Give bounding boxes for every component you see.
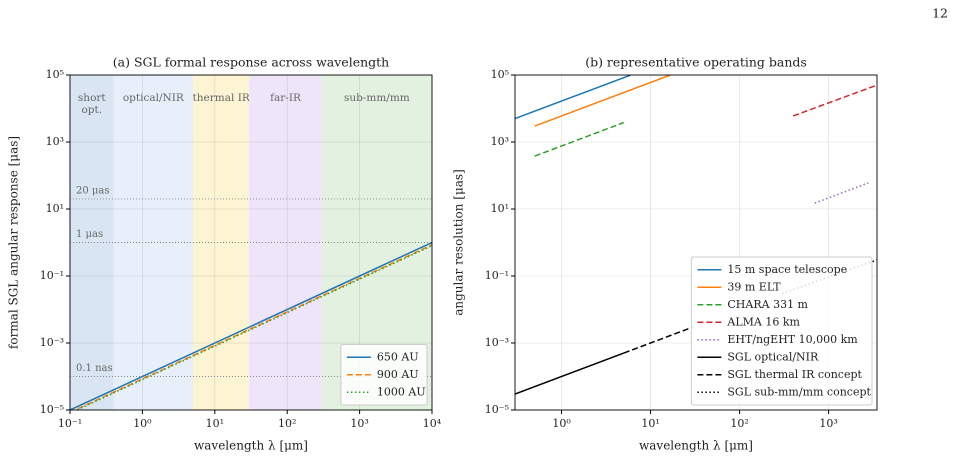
y-tick-label: 10⁻⁵: [40, 403, 64, 416]
series-line: [534, 121, 625, 157]
reference-label: 1 μas: [76, 229, 103, 240]
reference-label: 20 μas: [76, 185, 110, 196]
x-tick-label: 10⁴: [423, 417, 442, 430]
series-line: [73, 244, 432, 410]
band-label: sub-mm/mm: [344, 92, 410, 104]
band: [193, 75, 250, 410]
x-tick-label: 10²: [730, 417, 748, 430]
band-label: thermal IR: [193, 92, 251, 104]
legend-box: [690, 256, 873, 406]
band-label: far-IR: [270, 92, 302, 104]
band-label: optical/NIR: [123, 92, 185, 104]
legend-label: SGL sub-mm/mm concept: [727, 385, 871, 398]
legend-label: ALMA 16 km: [726, 315, 800, 328]
series-line: [792, 84, 877, 117]
plot-frame: [69, 74, 433, 411]
series-line: [534, 75, 671, 127]
plot-frame: [514, 74, 878, 411]
x-tick-label: 10³: [350, 417, 368, 430]
y-tick-label: 10¹: [46, 202, 64, 215]
y-tick-label: 10¹: [491, 202, 509, 215]
x-axis-label: wavelength λ [μm]: [639, 439, 753, 453]
x-axis-label: wavelength λ [μm]: [194, 439, 308, 453]
legend-label: 39 m ELT: [727, 280, 781, 293]
y-tick-label: 10⁵: [46, 68, 64, 81]
y-axis-label: angular resolution [μas]: [452, 169, 466, 316]
y-axis-label: formal SGL angular response [μas]: [7, 136, 21, 349]
legend-label: 1000 AU: [377, 385, 426, 398]
band-label: opt.: [81, 104, 102, 116]
x-tick-label: 10⁰: [133, 417, 152, 430]
series-line: [70, 241, 432, 410]
y-tick-label: 10⁻³: [40, 336, 64, 349]
chart-title: (a) SGL formal response across wavelengt…: [113, 55, 389, 70]
legend-box: [340, 344, 428, 406]
x-tick-label: 10²: [278, 417, 296, 430]
y-tick-label: 10³: [491, 135, 509, 148]
y-tick-label: 10⁻⁵: [485, 403, 509, 416]
y-tick-label: 10⁻¹: [40, 269, 64, 282]
band: [113, 75, 194, 410]
x-tick-label: 10¹: [641, 417, 659, 430]
page-number: 12: [932, 6, 948, 21]
series-line: [623, 326, 694, 354]
y-tick-label: 10⁵: [491, 68, 509, 81]
reference-label: 0.1 nas: [76, 363, 113, 374]
y-tick-label: 10⁻¹: [485, 269, 509, 282]
x-tick-label: 10³: [819, 417, 837, 430]
legend-label: EHT/ngEHT 10,000 km: [727, 333, 858, 346]
legend-label: 15 m space telescope: [727, 263, 847, 276]
legend-label: CHARA 331 m: [727, 298, 808, 311]
y-tick-label: 10³: [46, 135, 64, 148]
chart-title: (b) representative operating bands: [585, 55, 807, 70]
x-tick-label: 10¹: [206, 417, 224, 430]
series-line: [814, 182, 869, 204]
series-line: [515, 352, 625, 395]
band: [249, 75, 322, 410]
y-tick-label: 10⁻³: [485, 336, 509, 349]
legend-label: SGL optical/NIR: [727, 350, 819, 363]
legend-label: 900 AU: [377, 368, 419, 381]
series-line: [515, 75, 632, 120]
legend-label: SGL thermal IR concept: [727, 368, 862, 381]
band-label: short: [78, 92, 106, 104]
legend-label: 650 AU: [377, 350, 419, 363]
series-line: [74, 244, 432, 410]
x-tick-label: 10⁰: [552, 417, 571, 430]
x-tick-label: 10⁻¹: [58, 417, 82, 430]
